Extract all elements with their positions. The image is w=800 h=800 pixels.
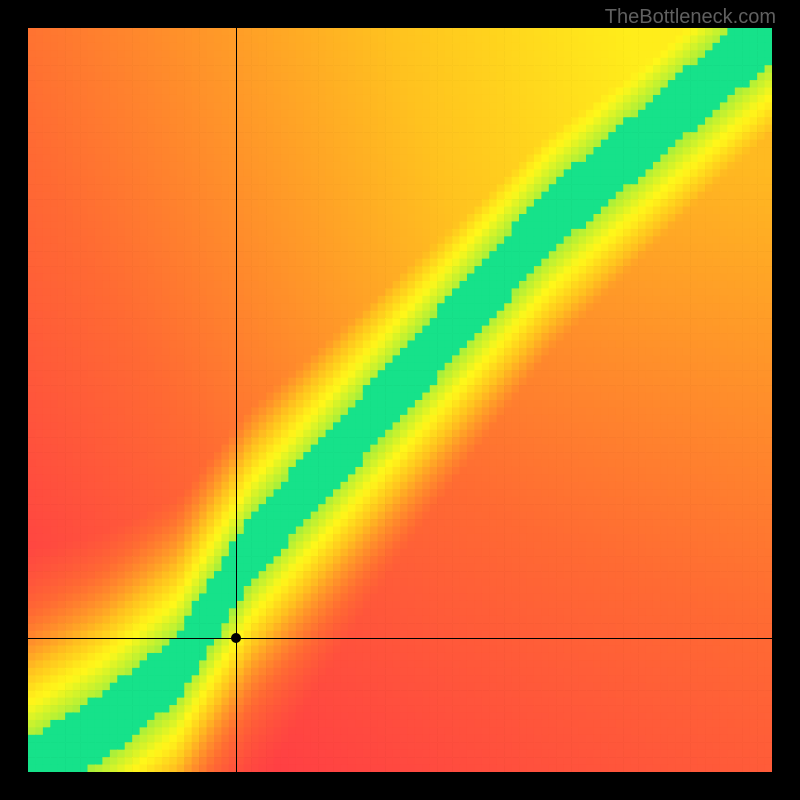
watermark-text: TheBottleneck.com	[605, 6, 776, 29]
marker-dot	[231, 633, 241, 643]
heatmap-chart	[28, 28, 772, 772]
heatmap-canvas	[28, 28, 772, 772]
crosshair-vertical	[236, 28, 237, 772]
crosshair-horizontal	[28, 638, 772, 639]
